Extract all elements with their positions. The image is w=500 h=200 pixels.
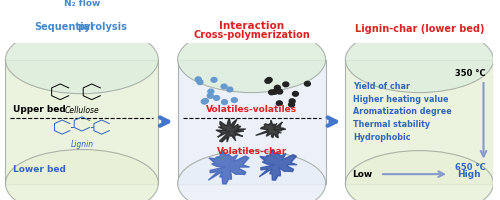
Text: 650 °C: 650 °C: [454, 163, 486, 172]
Ellipse shape: [178, 151, 326, 200]
Text: Lignin-char (lower bed): Lignin-char (lower bed): [354, 24, 484, 34]
Text: Cross-polymerization: Cross-polymerization: [193, 30, 310, 40]
Circle shape: [274, 85, 280, 90]
Polygon shape: [208, 151, 250, 184]
Text: Sequential: Sequential: [34, 22, 94, 32]
Ellipse shape: [346, 27, 494, 93]
Circle shape: [196, 77, 201, 82]
Text: Yield of char: Yield of char: [354, 82, 410, 91]
Text: pyrolysis: pyrolysis: [76, 22, 126, 32]
Ellipse shape: [6, 150, 158, 200]
Circle shape: [272, 89, 278, 94]
Circle shape: [268, 90, 274, 95]
FancyBboxPatch shape: [178, 60, 326, 184]
Text: Higher heating value: Higher heating value: [354, 95, 449, 104]
Circle shape: [202, 99, 208, 103]
Text: Lignin: Lignin: [70, 140, 94, 149]
Circle shape: [214, 96, 220, 100]
Circle shape: [283, 82, 288, 87]
Text: High: High: [457, 170, 480, 179]
Text: Hydrophobic: Hydrophobic: [354, 133, 411, 142]
Circle shape: [304, 81, 310, 86]
FancyBboxPatch shape: [6, 60, 158, 184]
Circle shape: [276, 89, 282, 94]
Ellipse shape: [6, 26, 158, 94]
Circle shape: [202, 99, 207, 104]
Text: Aromatization degree: Aromatization degree: [354, 107, 452, 116]
Circle shape: [276, 101, 282, 106]
Polygon shape: [216, 118, 246, 142]
Ellipse shape: [346, 151, 494, 200]
Circle shape: [232, 98, 237, 102]
Circle shape: [266, 78, 272, 82]
Polygon shape: [259, 150, 297, 180]
Circle shape: [211, 77, 217, 82]
Text: Volatiles-char: Volatiles-char: [216, 147, 286, 156]
Circle shape: [227, 87, 233, 92]
Circle shape: [289, 99, 295, 104]
Circle shape: [288, 102, 294, 107]
Circle shape: [292, 91, 298, 96]
Ellipse shape: [178, 27, 326, 93]
Circle shape: [208, 94, 214, 98]
FancyBboxPatch shape: [346, 60, 494, 184]
Text: Upper bed: Upper bed: [14, 105, 66, 114]
Text: N₂ flow: N₂ flow: [64, 0, 100, 8]
Text: Low: Low: [352, 170, 372, 179]
Circle shape: [221, 84, 227, 89]
Circle shape: [265, 79, 271, 83]
Polygon shape: [256, 120, 286, 138]
Circle shape: [208, 89, 214, 94]
Text: Cellulose: Cellulose: [64, 106, 100, 115]
Text: Volatiles-volatiles: Volatiles-volatiles: [206, 105, 297, 114]
Text: Interaction: Interaction: [219, 21, 284, 31]
Circle shape: [197, 80, 203, 84]
Text: Lower bed: Lower bed: [14, 165, 66, 174]
Text: 350 °C: 350 °C: [455, 69, 486, 78]
Text: Thermal stability: Thermal stability: [354, 120, 430, 129]
Circle shape: [222, 100, 228, 104]
